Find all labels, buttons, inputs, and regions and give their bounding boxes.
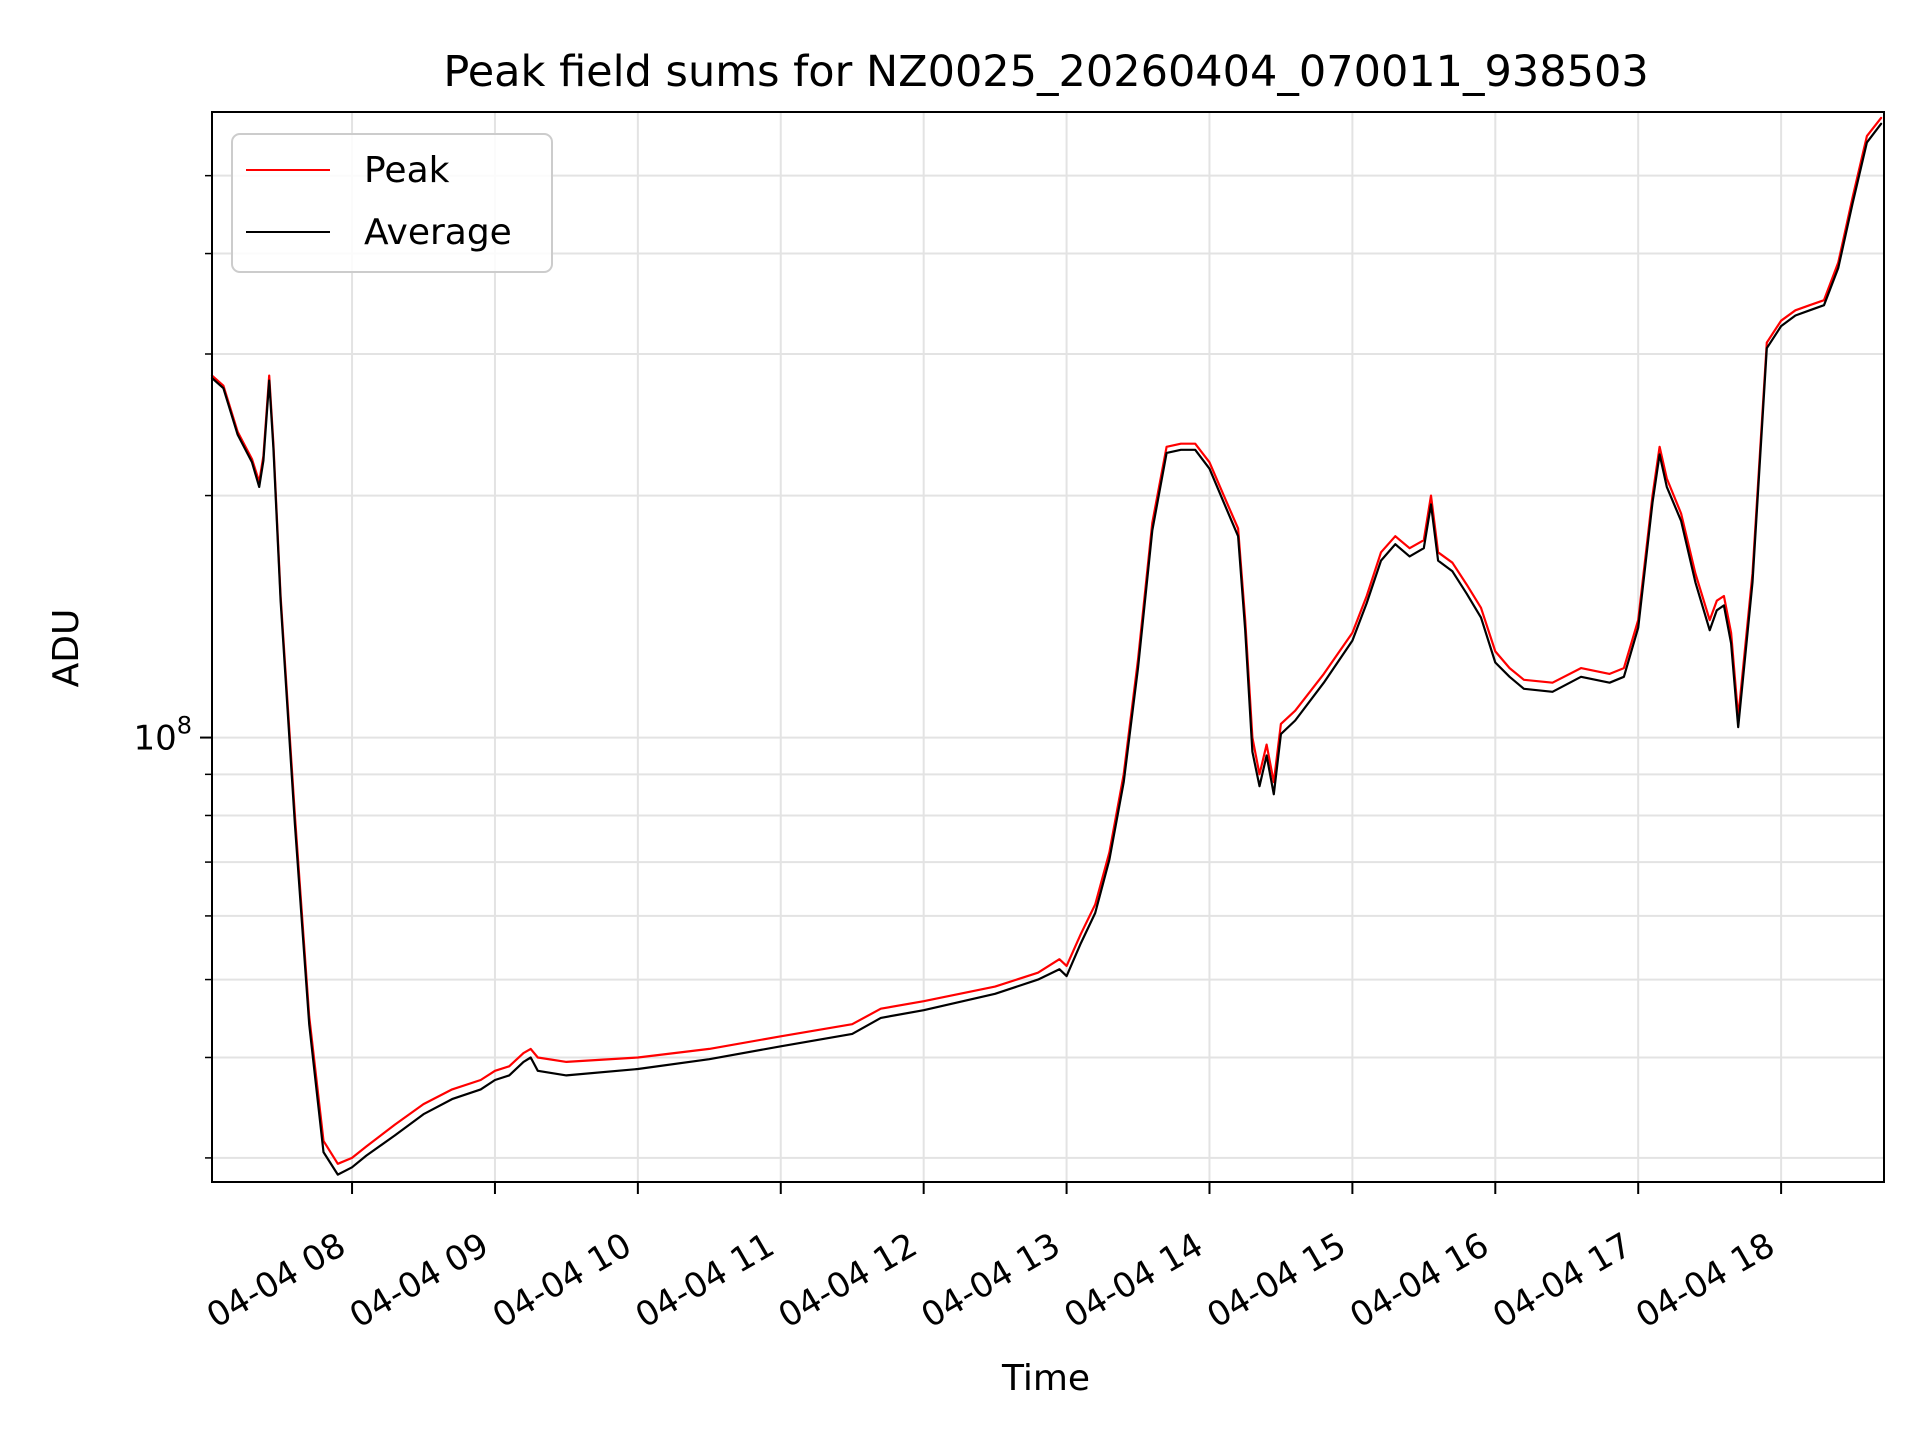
grid — [212, 112, 1884, 1182]
legend-label-average: Average — [364, 212, 512, 253]
legend: Peak Average — [231, 133, 553, 273]
y-tick-label-base: 10 — [133, 719, 176, 759]
y-tick-label-exponent: 8 — [177, 712, 192, 740]
x-tick-label: 04-04 12 — [772, 1225, 924, 1336]
chart-title: Peak field sums for NZ0025_20260404_0700… — [443, 47, 1648, 97]
x-tick-label: 04-04 13 — [915, 1225, 1067, 1336]
legend-box — [231, 133, 553, 273]
plot-frame — [211, 111, 1885, 1183]
x-tick-label: 04-04 11 — [629, 1225, 781, 1336]
x-tick-label: 04-04 10 — [486, 1225, 638, 1336]
y-axis-label: ADU — [46, 609, 87, 688]
x-axis-label: Time — [1001, 1358, 1090, 1399]
x-tick-label: 04-04 17 — [1486, 1225, 1638, 1336]
x-tick-label: 04-04 14 — [1058, 1225, 1210, 1336]
series-layer — [210, 116, 1883, 1176]
series-line-peak — [210, 116, 1883, 1165]
legend-label-peak: Peak — [364, 150, 450, 191]
x-tick-label: 04-04 18 — [1629, 1225, 1781, 1336]
x-tick-label: 04-04 08 — [200, 1225, 352, 1336]
x-tick-label: 04-04 16 — [1343, 1225, 1495, 1336]
series-line-average — [210, 122, 1883, 1176]
x-tick-label: 04-04 15 — [1200, 1225, 1352, 1336]
x-tick-label: 04-04 09 — [343, 1225, 495, 1336]
y-tick-label: 108 — [133, 712, 192, 759]
